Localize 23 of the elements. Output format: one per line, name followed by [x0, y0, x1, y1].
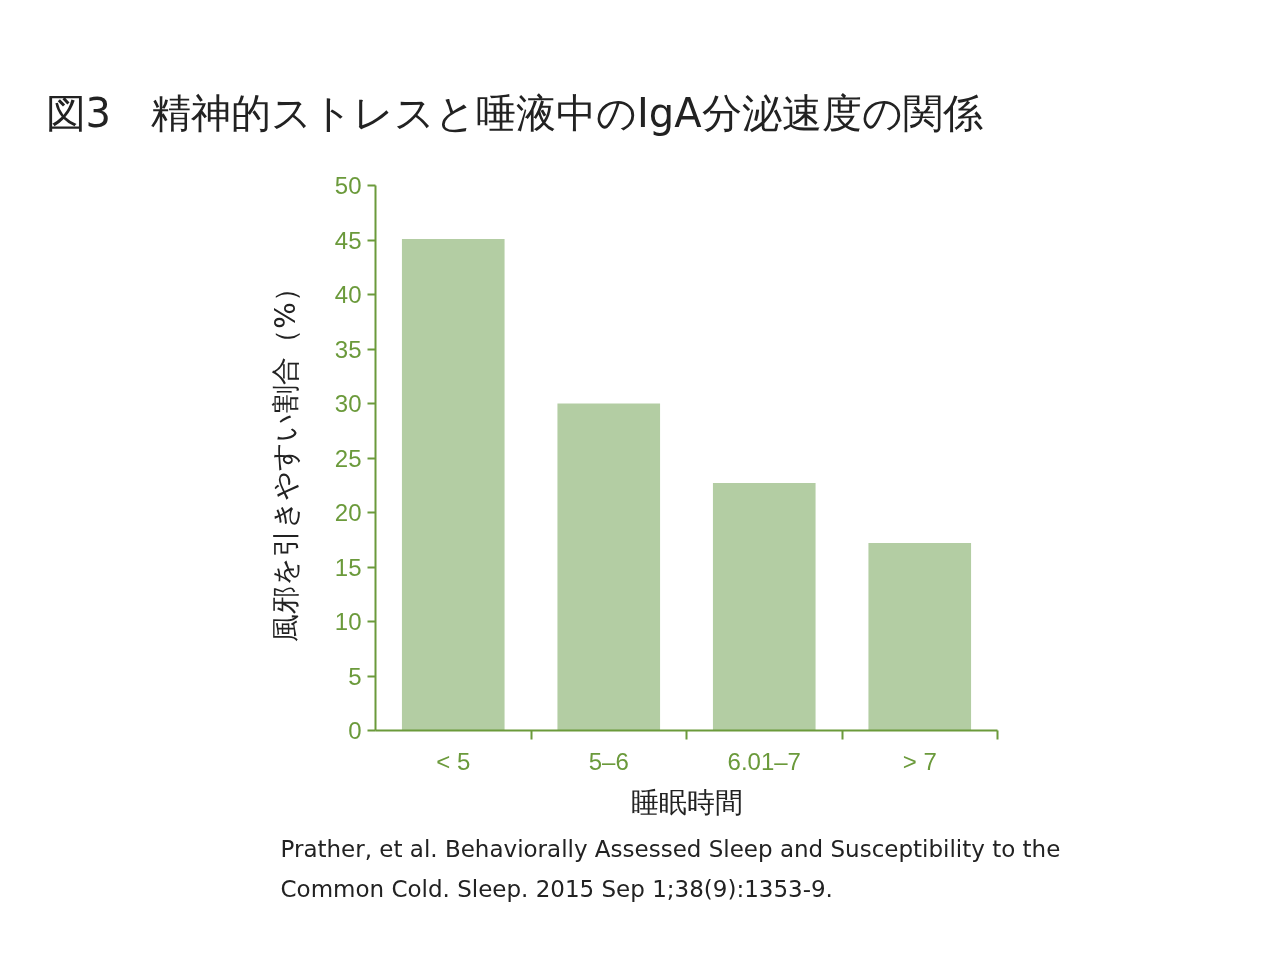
y-tick-label: 25	[334, 444, 362, 472]
y-tick-label: 35	[334, 335, 362, 363]
bar	[401, 238, 505, 731]
x-tick-label: < 5	[436, 747, 471, 775]
x-axis-title: 睡眠時間	[630, 785, 743, 819]
y-tick-label: 20	[334, 499, 362, 526]
y-tick-label: 5	[348, 662, 362, 690]
bar	[868, 543, 972, 731]
y-tick-label: 50	[334, 172, 362, 199]
x-tick-label: 6.01–7	[727, 747, 801, 775]
x-tick-label: 5–6	[588, 747, 629, 775]
chart-title: 図3 精神的ストレスと唾液中のIgA分泌速度の関係	[45, 89, 983, 136]
bar	[712, 483, 816, 731]
x-tick-label: > 7	[902, 747, 937, 775]
y-tick-label: 10	[334, 608, 362, 635]
y-tick-label: 30	[334, 390, 362, 417]
y-tick-label: 15	[334, 553, 362, 581]
y-tick-label: 0	[348, 717, 362, 744]
bar	[557, 403, 661, 731]
y-tick-label: 45	[334, 226, 362, 254]
text: Prather, et al. Behaviorally Assessed Sleep and Susceptibility to the Common Cold. Sleep. 2015 Sep 1;38(9):1353-9.	[280, 835, 1061, 902]
y-axis-title: 風邪を引きやすい割合（%）	[268, 274, 302, 642]
y-tick-label: 40	[334, 281, 362, 308]
